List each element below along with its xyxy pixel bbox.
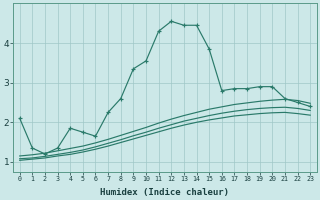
- X-axis label: Humidex (Indice chaleur): Humidex (Indice chaleur): [100, 188, 229, 197]
